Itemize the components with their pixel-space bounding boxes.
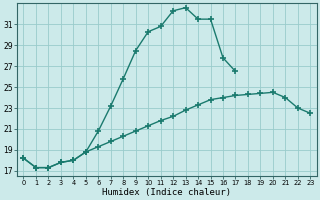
X-axis label: Humidex (Indice chaleur): Humidex (Indice chaleur) [102,188,231,197]
